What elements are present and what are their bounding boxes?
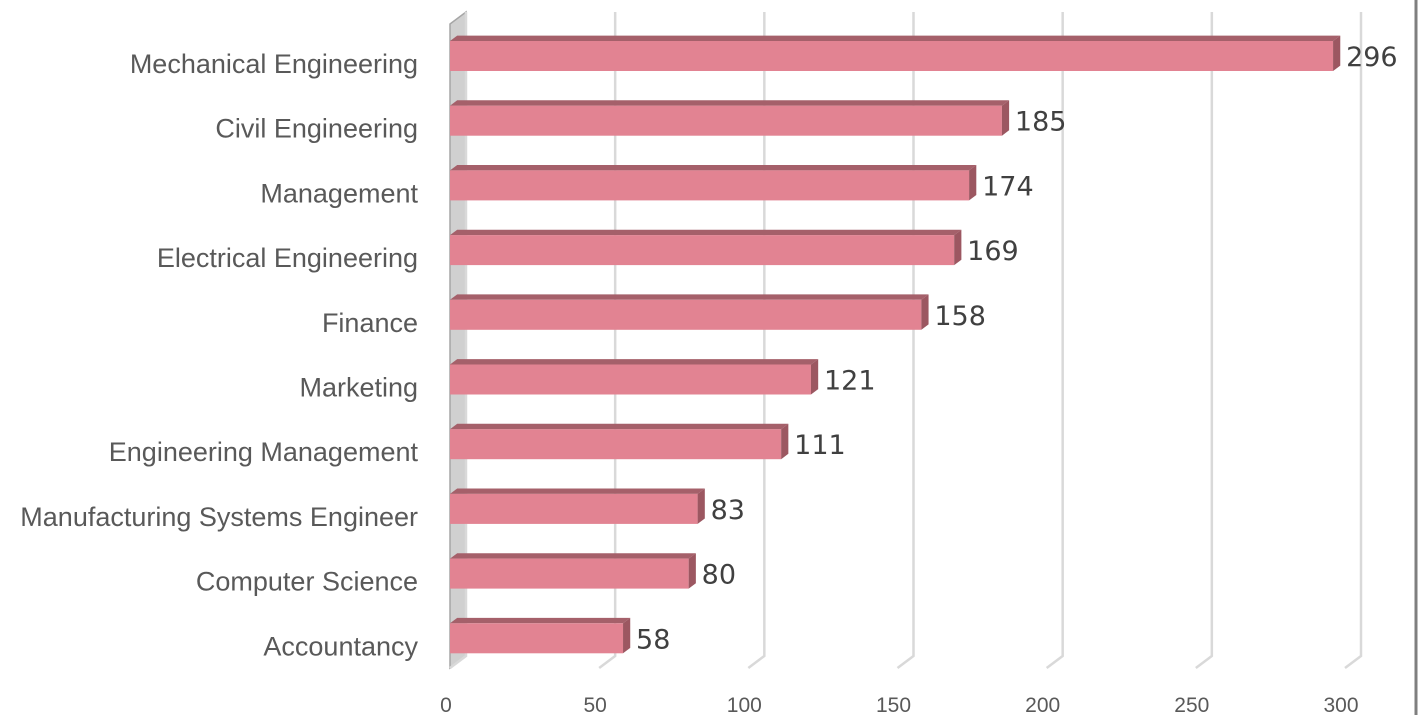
category-label: Finance [322, 308, 418, 338]
category-labels: Mechanical Engineering Civil Engineering M… [20, 49, 418, 661]
bar-top-face [450, 423, 789, 430]
bar [450, 359, 819, 395]
gridline [1195, 12, 1214, 669]
x-tick-label: 0 [440, 694, 452, 715]
bar-end-face [954, 229, 962, 266]
gridline [449, 12, 468, 669]
bar-front-face [450, 170, 970, 201]
bar-top-face [450, 229, 962, 236]
category-label: Electrical Engineering [157, 243, 418, 273]
data-label: 174 [982, 171, 1034, 202]
category-label: Computer Science [196, 567, 418, 597]
data-label: 83 [711, 495, 745, 526]
bar [450, 294, 929, 330]
data-label: 158 [934, 301, 986, 332]
category-label: Marketing [299, 373, 418, 403]
gridlines [449, 12, 1363, 669]
bar-end-face [921, 294, 929, 330]
bar-end-face [810, 359, 819, 395]
gridline [896, 12, 915, 669]
bar-end-face [969, 165, 977, 201]
bar-end-face [623, 617, 631, 654]
bars [450, 35, 1341, 654]
gridline [747, 12, 766, 669]
bar-top-face [450, 100, 1010, 106]
bar-front-face [450, 364, 811, 395]
bar-top-face [450, 35, 1341, 41]
data-label: 121 [824, 366, 876, 397]
gridline [1344, 12, 1363, 669]
x-tick-label: 50 [583, 694, 606, 715]
bar [450, 423, 789, 460]
x-tick-label: 150 [876, 694, 911, 715]
bar-top-face [450, 165, 977, 171]
bar-top-face [450, 294, 929, 300]
data-label: 296 [1346, 42, 1398, 73]
bar-top-face [450, 488, 705, 494]
category-label: Management [260, 178, 418, 208]
bar-top-face [450, 617, 631, 624]
bar-end-face [781, 423, 789, 460]
bar-end-face [1333, 35, 1341, 71]
data-label: 185 [1015, 107, 1067, 138]
bar [450, 229, 962, 266]
data-label: 169 [967, 236, 1019, 267]
x-tick-label: 250 [1174, 694, 1209, 715]
bar-front-face [450, 493, 698, 524]
bar [450, 35, 1341, 71]
bar-front-face [450, 105, 1002, 136]
x-tick-label: 200 [1025, 694, 1060, 715]
bar [450, 553, 696, 589]
x-axis-ticks: 0 50 100 150 200 250 300 [440, 694, 1358, 715]
bar-front-face [450, 235, 955, 266]
data-label: 80 [702, 560, 736, 591]
data-label: 111 [794, 430, 846, 461]
value-labels: 296 185 174 169 158 121 111 83 80 58 [636, 42, 1398, 655]
bar [450, 488, 705, 524]
bar-end-face [688, 553, 696, 589]
bar-top-face [450, 553, 696, 559]
gridline [598, 12, 617, 669]
x-tick-label: 100 [727, 694, 762, 715]
bar-end-face [1001, 100, 1010, 136]
x-tick-label: 300 [1323, 694, 1358, 715]
bar [450, 165, 977, 201]
category-label: Manufacturing Systems Engineer [20, 502, 418, 532]
bar [450, 617, 631, 654]
bar-top-face [450, 359, 819, 365]
bar-front-face [450, 299, 922, 330]
gridline [1045, 12, 1064, 669]
bar-front-face [450, 429, 782, 460]
category-label: Civil Engineering [215, 114, 418, 144]
bar-end-face [697, 488, 705, 524]
bar-front-face [450, 558, 689, 589]
category-label: Engineering Management [109, 437, 419, 467]
bar [450, 100, 1010, 136]
category-label: Accountancy [263, 631, 418, 661]
bar-front-face [450, 41, 1334, 71]
bar-front-face [450, 623, 624, 654]
data-label: 58 [636, 624, 670, 655]
category-label: Mechanical Engineering [130, 49, 418, 79]
